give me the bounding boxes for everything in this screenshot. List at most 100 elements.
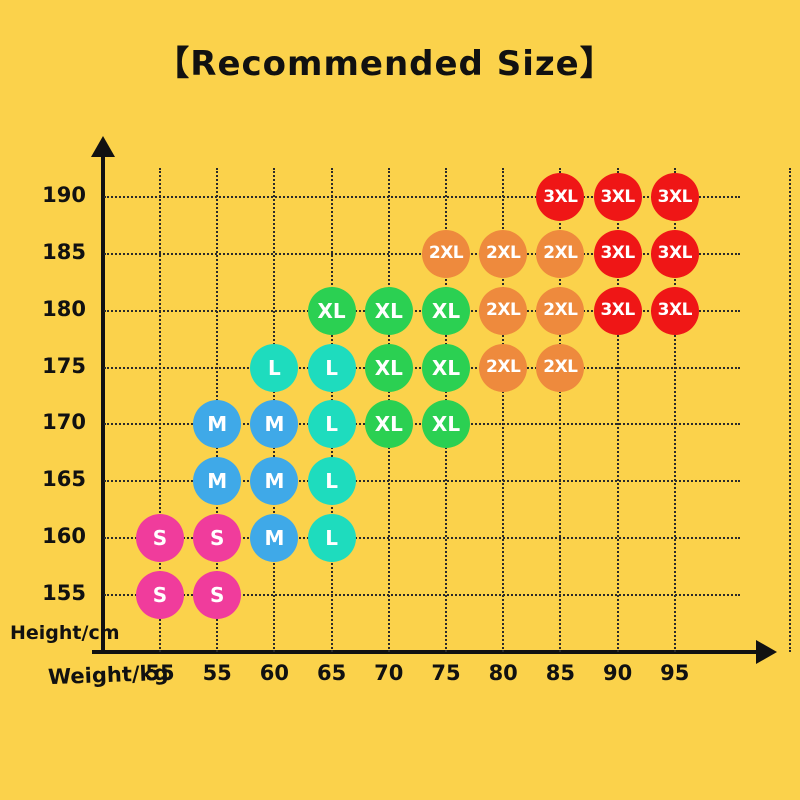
size-point-label: 2XL (543, 300, 578, 321)
size-point-2xl: 2XL (479, 286, 528, 335)
size-point-3xl: 3XL (536, 173, 585, 221)
y-tick-label: 185 (42, 239, 86, 264)
size-point-label: 3XL (600, 300, 635, 321)
gridline-horizontal (104, 196, 740, 198)
size-point-label: 3XL (543, 186, 578, 207)
y-tick-label: 160 (42, 524, 86, 549)
gridline-vertical (789, 168, 791, 652)
x-tick-label: 60 (259, 661, 289, 685)
size-point-xl: XL (422, 286, 470, 335)
size-point-3xl: 3XL (593, 286, 642, 335)
chart-title: 【Recommended Size】 (155, 44, 615, 84)
x-tick-label: 65 (316, 661, 347, 685)
size-point-s: S (193, 514, 242, 563)
size-point-label: 2XL (486, 243, 521, 264)
size-point-label: M (207, 412, 228, 437)
size-point-2xl: 2XL (536, 343, 585, 392)
size-point-label: XL (374, 355, 403, 380)
size-point-label: 2XL (486, 300, 521, 321)
y-tick-label: 155 (42, 581, 86, 606)
gridline-vertical (502, 168, 505, 652)
size-point-label: M (264, 469, 285, 494)
size-point-label: L (325, 355, 338, 380)
size-point-label: L (325, 412, 338, 437)
size-point-label: XL (374, 298, 403, 323)
size-point-label: L (325, 526, 338, 551)
gridline-vertical (616, 168, 619, 652)
x-axis-title: Weight/kg (47, 660, 169, 690)
size-point-label: 2XL (543, 357, 578, 378)
size-point-label: M (264, 526, 285, 551)
size-point-xl: XL (422, 400, 470, 449)
size-point-label: S (209, 526, 225, 551)
size-point-s: S (136, 571, 184, 620)
size-point-label: M (264, 412, 285, 437)
size-point-l: L (307, 514, 356, 563)
y-axis-arrow-icon (91, 136, 115, 157)
size-point-label: XL (374, 412, 403, 437)
size-point-label: M (207, 469, 228, 494)
size-point-3xl: 3XL (650, 173, 699, 221)
size-point-m: M (250, 400, 299, 449)
size-point-m: M (193, 457, 242, 506)
size-point-label: L (325, 469, 338, 494)
x-tick-label: 90 (602, 661, 633, 685)
size-point-2xl: 2XL (479, 343, 528, 392)
size-point-label: 3XL (657, 243, 693, 264)
y-tick-label: 190 (42, 183, 86, 207)
size-point-label: 3XL (657, 300, 693, 321)
size-point-l: L (307, 457, 356, 506)
y-axis-title: Height/cm (10, 622, 120, 644)
y-tick-label: 180 (42, 296, 86, 321)
size-point-s: S (136, 514, 184, 563)
size-point-xl: XL (364, 343, 413, 392)
size-point-2xl: 2XL (536, 286, 585, 335)
size-point-label: XL (431, 412, 461, 437)
size-point-xl: XL (307, 286, 356, 335)
gridline-vertical (159, 168, 161, 652)
size-point-label: 2XL (486, 357, 521, 378)
size-point-m: M (250, 514, 299, 563)
gridline-vertical (673, 168, 676, 652)
size-point-3xl: 3XL (650, 286, 699, 335)
gridline-horizontal (104, 480, 740, 483)
size-point-xl: XL (422, 343, 470, 392)
x-tick-label: 55 (145, 661, 175, 685)
size-point-l: L (307, 343, 356, 392)
size-point-3xl: 3XL (650, 229, 699, 278)
size-point-m: M (250, 457, 299, 506)
size-point-label: XL (431, 355, 461, 380)
y-axis-line (101, 150, 105, 654)
x-tick-label: 55 (202, 661, 232, 685)
size-point-3xl: 3XL (593, 173, 642, 221)
y-tick-label: 175 (42, 353, 86, 378)
x-tick-label: 80 (488, 661, 518, 685)
size-point-label: S (152, 526, 168, 551)
size-point-3xl: 3XL (593, 229, 642, 278)
size-point-label: S (152, 583, 168, 608)
x-tick-label: 70 (374, 661, 404, 685)
size-point-xl: XL (364, 400, 413, 449)
x-tick-label: 85 (545, 661, 575, 685)
gridline-horizontal (104, 537, 740, 540)
size-point-label: 3XL (600, 186, 635, 207)
y-tick-label: 170 (42, 410, 86, 435)
size-point-label: 3XL (600, 243, 635, 264)
size-point-xl: XL (364, 286, 413, 335)
size-point-label: XL (431, 298, 461, 323)
gridline-horizontal (104, 594, 740, 597)
size-point-m: M (193, 400, 242, 449)
size-point-s: S (193, 571, 242, 620)
size-point-label: XL (317, 298, 346, 323)
size-point-label: L (268, 355, 281, 380)
size-point-label: 2XL (428, 243, 464, 264)
x-tick-label: 95 (660, 661, 690, 685)
size-point-label: 3XL (657, 186, 693, 207)
y-tick-label: 165 (42, 467, 86, 492)
gridline-vertical (559, 168, 562, 652)
size-point-label: 2XL (543, 243, 578, 264)
size-point-l: L (250, 343, 299, 392)
size-point-label: S (209, 583, 225, 608)
x-axis-line (92, 650, 758, 654)
size-point-l: L (307, 400, 356, 449)
